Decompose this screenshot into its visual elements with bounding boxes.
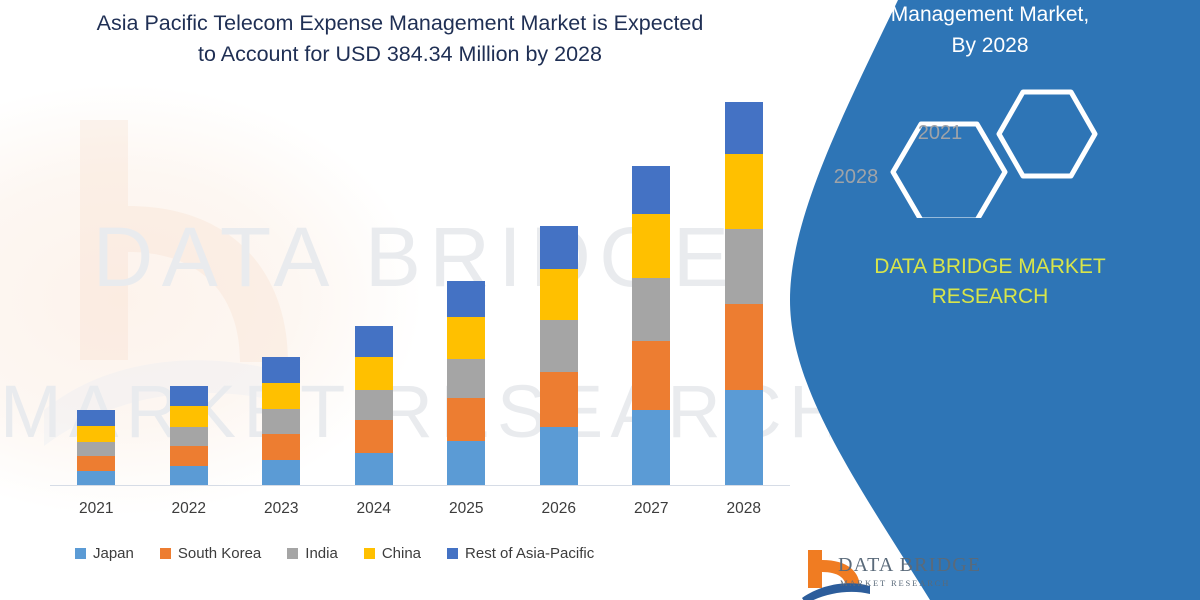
bar-segment-2025-japan: [447, 440, 486, 485]
plot-area: [50, 100, 790, 486]
legend-label-japan: Japan: [93, 544, 134, 562]
bar-segment-2027-india: [632, 277, 671, 341]
bar-segment-2023-japan: [262, 459, 301, 485]
legend-swatch-japan: [75, 547, 86, 559]
axis-baseline: [50, 484, 790, 486]
bar-segment-2021-rest-of-asia-pacific: [77, 410, 116, 427]
bar-segment-2027-china: [632, 214, 671, 278]
hexagon-badges: [890, 89, 1098, 218]
legend-label-india: India: [305, 544, 338, 562]
legend-item-japan[interactable]: Japan: [75, 545, 134, 562]
x-axis-label-2025: 2025: [449, 500, 484, 517]
data-bridge-logo-icon: [802, 550, 870, 600]
brand-panel: Asia Pacific Telecom Expense Management …: [780, 0, 1200, 600]
bar-column-2027: [632, 165, 671, 485]
bar-segment-2022-india: [169, 427, 208, 446]
legend-item-rest-of-asia-pacific[interactable]: Rest of Asia-Pacific: [447, 545, 594, 562]
panel-title-line-2: Management Market,: [890, 3, 1090, 26]
bar-column-2028: [724, 101, 763, 485]
hex-badge-2021-label: 2021: [917, 122, 963, 144]
bar-segment-2023-south-korea: [262, 434, 301, 460]
bar-segment-2026-rest-of-asia-pacific: [539, 226, 578, 269]
brand-line-2: RESEARCH: [931, 285, 1049, 308]
bar-segment-2021-china: [77, 426, 116, 442]
legend-label-china: China: [381, 544, 422, 562]
legend-swatch-rest-of-asia-pacific: [447, 547, 459, 559]
hex-badge-2021-shape: [996, 89, 1098, 179]
bar-segment-2022-south-korea: [169, 445, 208, 466]
bar-segment-2024-india: [354, 389, 393, 421]
bar-column-2024: [354, 326, 393, 485]
bar-segment-2025-china: [447, 317, 486, 359]
bar-segment-2023-india: [262, 409, 301, 435]
chart-title-line-1: Asia Pacific Telecom Expense Management …: [96, 11, 704, 35]
legend-label-south-korea: South Korea: [177, 544, 262, 562]
panel-title: Asia Pacific Telecom Expense Management …: [810, 0, 1170, 61]
bar-segment-2026-south-korea: [539, 371, 578, 428]
chart-legend: Japan South Korea India China Rest of Asia-P…: [75, 540, 765, 566]
bar-segment-2026-india: [539, 320, 578, 372]
brand-name: DATA BRIDGE MARKET RESEARCH: [810, 252, 1170, 312]
bar-column-2026: [539, 226, 578, 485]
bar-segment-2021-japan: [77, 470, 116, 485]
hex-badge-2028-shape: [890, 121, 1008, 218]
bar-column-2025: [447, 280, 486, 485]
bar-segment-2022-japan: [169, 465, 208, 485]
bar-segment-2028-india: [724, 229, 763, 305]
bar-column-2023: [262, 356, 301, 485]
panel-title-line-3: By 2028: [951, 34, 1029, 57]
bar-segment-2023-china: [262, 382, 301, 410]
bar-segment-2024-rest-of-asia-pacific: [354, 326, 393, 357]
chart-title-line-2: to Account for USD 384.34 Million by 202…: [198, 42, 602, 66]
bar-segment-2024-japan: [354, 452, 393, 485]
x-axis-label-2024: 2024: [356, 500, 391, 517]
brand-line-1: DATA BRIDGE MARKET: [874, 255, 1106, 278]
legend-item-china[interactable]: China: [363, 544, 422, 562]
legend-swatch-south-korea: [159, 547, 171, 559]
chart-title: Asia Pacific Telecom Expense Management …: [40, 8, 760, 70]
bar-segment-2028-china: [724, 153, 763, 230]
x-axis-label-2021: 2021: [79, 500, 114, 517]
bar-column-2022: [169, 385, 208, 485]
panel-content: Asia Pacific Telecom Expense Management …: [780, 0, 1200, 600]
legend-label-rest-of-asia-pacific: Rest of Asia-Pacific: [465, 544, 595, 562]
legend-swatch-china: [363, 547, 375, 559]
x-axis-label-2022: 2022: [171, 500, 206, 517]
bar-segment-2028-japan: [724, 389, 763, 485]
bar-segment-2022-china: [169, 406, 208, 428]
bar-segment-2028-south-korea: [724, 304, 763, 390]
bar-segment-2026-china: [539, 268, 578, 321]
legend-item-south-korea[interactable]: South Korea: [159, 544, 262, 562]
legend-swatch-india: [287, 547, 299, 559]
bar-segment-2027-south-korea: [632, 341, 671, 411]
x-axis-labels: 2021 2022 2023 2024 2025 2026 2027 2028: [50, 500, 790, 526]
panel-curved-shape: [790, 0, 1200, 600]
x-axis-label-2026: 2026: [541, 500, 576, 517]
bar-segment-2022-rest-of-asia-pacific: [169, 385, 208, 407]
x-axis-label-2028: 2028: [726, 500, 761, 517]
bar-segment-2025-south-korea: [447, 398, 486, 441]
bar-segment-2024-china: [354, 356, 393, 390]
x-axis-label-2023: 2023: [264, 500, 299, 517]
bar-segment-2027-rest-of-asia-pacific: [632, 165, 671, 215]
bar-column-2021: [77, 410, 116, 485]
bar-segment-2023-rest-of-asia-pacific: [262, 356, 301, 383]
bar-segment-2021-india: [77, 441, 116, 456]
bar-segment-2025-rest-of-asia-pacific: [447, 280, 486, 318]
bar-segment-2025-india: [447, 358, 486, 399]
x-axis-label-2027: 2027: [634, 500, 669, 517]
logo-text: DATA BRIDGE: [838, 554, 982, 576]
bar-segment-2028-rest-of-asia-pacific: [724, 101, 763, 154]
hex-badge-2028-label: 2028: [833, 166, 879, 188]
chart-panel: DATA BRIDGE MARKET RESEARCH Asia Pacific…: [0, 0, 830, 600]
legend-item-india[interactable]: India: [287, 545, 338, 562]
bar-segment-2027-japan: [632, 410, 671, 485]
bar-segment-2021-south-korea: [77, 455, 116, 471]
logo-subtext: MARKET RESEARCH: [840, 578, 951, 588]
bar-segment-2026-japan: [539, 427, 578, 485]
bar-segment-2024-south-korea: [354, 420, 393, 453]
